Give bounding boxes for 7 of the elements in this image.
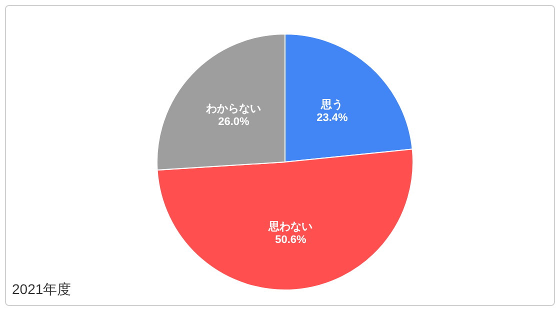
text: 2021年度 — [12, 281, 72, 299]
slice-label: わからない — [205, 102, 262, 115]
data-label: 50.6% — [275, 234, 307, 246]
slice-label: 思わない — [268, 221, 313, 234]
data-label: 23.4% — [316, 112, 348, 124]
slice-label: 思う — [320, 98, 344, 111]
data-label: 26.0% — [218, 116, 250, 128]
